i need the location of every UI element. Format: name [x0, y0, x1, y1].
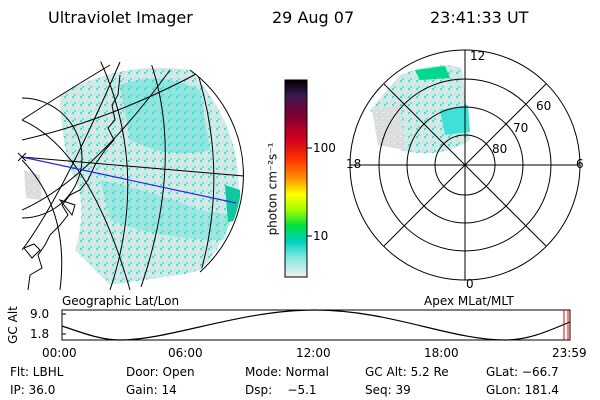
- altitude-ytick-1.8: 1.8: [30, 327, 50, 341]
- lat-line-1: [22, 71, 201, 141]
- altitude-ytick-9: 9.0: [30, 307, 50, 321]
- altitude-xtick-1200: 12:00: [296, 346, 331, 360]
- mlt-label-18: 18: [346, 157, 362, 171]
- uv-bright-band: [100, 180, 230, 240]
- earth-limb: [189, 69, 244, 273]
- window-title: Ultraviolet Imager: [48, 8, 193, 27]
- lon-line-5: [22, 119, 131, 290]
- info-gain: Gain: 14: [126, 383, 177, 397]
- lon-line-3: [99, 60, 129, 290]
- mlt-label-12: 12: [470, 49, 486, 63]
- altitude-xtick-0000: 00:00: [42, 346, 77, 360]
- lon-line-4: [22, 159, 63, 290]
- uv-limb-bright: [225, 185, 240, 222]
- polar-caption: Apex MLat/MLT: [424, 294, 514, 308]
- info-gc-alt: GC Alt: 5.2 Re: [365, 365, 449, 379]
- uv-bright-region: [120, 78, 210, 154]
- colorbar-label-100: 100: [313, 141, 336, 155]
- altitude-curve: [61, 309, 571, 341]
- polar-bright-spot: [415, 66, 450, 80]
- mlat-label-60: 60: [536, 99, 552, 113]
- geographic-map: [17, 60, 245, 290]
- satellite-track-line: [21, 156, 237, 204]
- polar-plot: [349, 49, 581, 281]
- uv-edge-patch: [24, 170, 42, 200]
- info-seq: Seq: 39: [365, 383, 411, 397]
- colorbar: [284, 79, 312, 278]
- info-glat: GLat: −66.7: [486, 365, 559, 379]
- altitude-plot: [61, 309, 571, 341]
- altitude-xtick-2359: 23:59: [552, 346, 587, 360]
- lon-line-2: [194, 64, 215, 276]
- lat-line-2: [22, 69, 171, 211]
- mlt-label-0: 0: [466, 277, 474, 291]
- info-glon: GLon: 181.4: [486, 383, 559, 397]
- mlt-label-6: 6: [576, 157, 584, 171]
- altitude-xtick-1800: 18:00: [424, 346, 459, 360]
- lon-line-1: [139, 60, 166, 290]
- coastline: [27, 74, 121, 290]
- islands: [23, 198, 76, 259]
- polar-diagonal-2: [383, 83, 547, 247]
- altitude-plot-frame: [61, 309, 571, 341]
- info-door: Door: Open: [126, 365, 195, 379]
- date-label: 29 Aug 07: [272, 8, 355, 27]
- geo-caption: Geographic Lat/Lon: [62, 294, 180, 308]
- lat-line-4: [22, 64, 111, 121]
- info-filter: Flt: LBHL: [10, 365, 64, 379]
- pole-circle: [22, 97, 83, 219]
- info-ip: IP: 36.0: [10, 383, 56, 397]
- colorbar-unit-label: photon cm⁻²s⁻¹: [265, 142, 280, 236]
- info-dsp: Dsp: −5.1: [245, 383, 317, 397]
- mlat-label-70: 70: [513, 121, 529, 135]
- info-mode: Mode: Normal: [245, 365, 329, 379]
- time-label: 23:41:33 UT: [430, 8, 529, 27]
- lat-line-3: [22, 61, 121, 251]
- uv-emission-region: [60, 67, 239, 286]
- pole-marker: [17, 152, 27, 162]
- colorbar-label-10: 10: [313, 229, 329, 243]
- altitude-ylabel: GC Alt: [5, 306, 20, 344]
- polar-bright-patch: [440, 105, 470, 135]
- altitude-xtick-0600: 06:00: [168, 346, 203, 360]
- polar-faint-patch: [372, 105, 405, 150]
- colorbar-gradient: [284, 79, 308, 278]
- mlat-label-80: 80: [492, 142, 508, 156]
- terminator-line: [21, 156, 245, 177]
